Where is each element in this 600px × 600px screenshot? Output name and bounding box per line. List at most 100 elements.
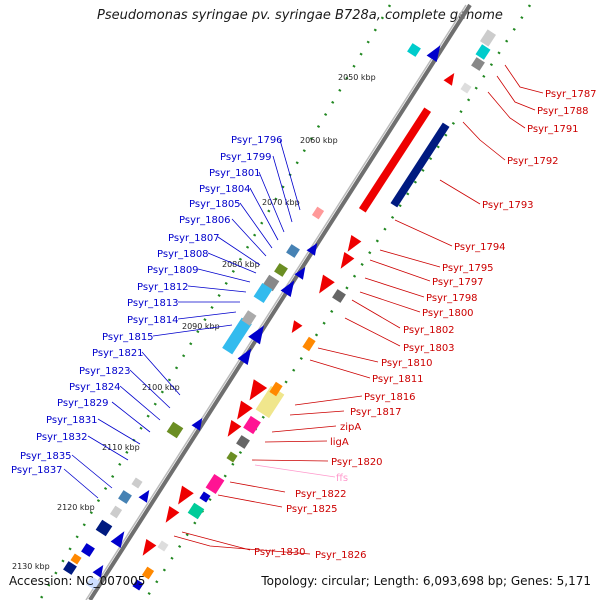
gene-label[interactable]: Psyr_1801	[209, 168, 261, 179]
gene-feature[interactable]	[86, 576, 100, 590]
gene-feature[interactable]	[138, 487, 154, 503]
gene-feature[interactable]	[199, 491, 211, 503]
gene-feature[interactable]	[471, 57, 485, 71]
gene-label[interactable]: Psyr_1797	[432, 277, 484, 288]
gene-feature[interactable]	[166, 421, 184, 439]
gene-feature[interactable]	[475, 44, 491, 60]
gene-feature[interactable]	[343, 235, 362, 255]
gene-label[interactable]: Psyr_1787	[545, 89, 597, 100]
gene-feature[interactable]	[131, 477, 143, 489]
gene-feature[interactable]	[302, 336, 316, 352]
gene-feature[interactable]	[313, 274, 335, 298]
gene-label[interactable]: Psyr_1811	[372, 374, 424, 385]
gene-label[interactable]: Psyr_1804	[199, 184, 251, 195]
gene-feature[interactable]	[138, 539, 157, 559]
gene-label[interactable]: Psyr_1802	[403, 325, 455, 336]
gene-label[interactable]: Psyr_1820	[331, 457, 383, 468]
gene-feature[interactable]	[70, 553, 82, 565]
gene-label[interactable]: Psyr_1807	[168, 233, 220, 244]
gene-feature[interactable]	[92, 562, 108, 578]
gene-label[interactable]: Psyr_1824	[69, 382, 121, 393]
gene-feature[interactable]	[95, 519, 113, 537]
gene-feature[interactable]	[109, 505, 123, 519]
gene-feature[interactable]	[390, 122, 450, 208]
gene-label[interactable]: zipA	[340, 422, 361, 433]
gene-feature[interactable]	[172, 485, 194, 509]
gene-feature[interactable]	[231, 400, 253, 424]
gene-feature[interactable]	[336, 252, 355, 272]
gene-label[interactable]: Psyr_1835	[20, 451, 72, 462]
gene-feature[interactable]	[460, 82, 472, 94]
gene-feature[interactable]	[280, 277, 300, 297]
gene-feature[interactable]	[286, 244, 300, 258]
gene-feature[interactable]	[226, 451, 238, 463]
gene-label[interactable]: Psyr_1823	[79, 366, 131, 377]
gene-feature[interactable]	[63, 561, 77, 575]
gene-feature[interactable]	[426, 42, 446, 62]
gene-feature[interactable]	[110, 528, 130, 548]
gene-feature[interactable]	[332, 289, 346, 303]
gene-label[interactable]: Psyr_1826	[315, 550, 367, 561]
gene-label[interactable]: Psyr_1788	[537, 106, 589, 117]
gene-label[interactable]: Psyr_1816	[364, 392, 416, 403]
gene-feature[interactable]	[479, 29, 497, 47]
gene-label[interactable]: Psyr_1831	[46, 415, 98, 426]
gene-label[interactable]: Psyr_1798	[426, 293, 478, 304]
gene-feature[interactable]	[248, 322, 270, 345]
gene-feature[interactable]	[269, 381, 283, 397]
gene-label[interactable]: Psyr_1814	[127, 315, 179, 326]
gene-feature[interactable]	[132, 579, 144, 591]
gene-label[interactable]: Psyr_1810	[381, 358, 433, 369]
gene-feature[interactable]	[118, 490, 132, 504]
gene-feature[interactable]	[236, 435, 250, 449]
gene-feature[interactable]	[205, 474, 225, 494]
gene-feature[interactable]	[311, 206, 325, 220]
gene-label[interactable]: Psyr_1793	[482, 200, 534, 211]
gene-feature[interactable]	[306, 240, 322, 256]
gene-label[interactable]: Psyr_1817	[350, 407, 402, 418]
gene-label[interactable]: Psyr_1813	[127, 298, 179, 309]
gene-label[interactable]: Psyr_1805	[189, 199, 241, 210]
gene-label[interactable]: Psyr_1832	[36, 432, 88, 443]
gene-feature[interactable]	[253, 283, 273, 303]
gene-feature[interactable]	[407, 43, 421, 57]
gene-label[interactable]: ligA	[330, 437, 349, 448]
gene-label[interactable]: Psyr_1794	[454, 242, 506, 253]
gene-feature[interactable]	[274, 263, 288, 277]
gene-label[interactable]: Psyr_1808	[157, 249, 209, 260]
gene-label[interactable]: Psyr_1822	[295, 489, 347, 500]
gene-feature[interactable]	[141, 566, 155, 580]
gene-label[interactable]: Psyr_1799	[220, 152, 272, 163]
gene-feature[interactable]	[288, 320, 303, 336]
gene-label[interactable]: Psyr_1803	[403, 343, 455, 354]
gene-label[interactable]: Psyr_1815	[102, 332, 154, 343]
gene-label[interactable]: Psyr_1792	[507, 156, 559, 167]
gene-label[interactable]: Psyr_1800	[422, 308, 474, 319]
gene-label[interactable]: Psyr_1795	[442, 263, 494, 274]
gene-label[interactable]: Psyr_1825	[286, 504, 338, 515]
gene-label[interactable]: Psyr_1821	[92, 348, 144, 359]
gene-feature[interactable]	[81, 543, 95, 557]
gene-feature[interactable]	[241, 310, 257, 326]
gene-label[interactable]: Psyr_1806	[179, 215, 231, 226]
gene-label[interactable]: ffs	[336, 473, 348, 484]
gene-label[interactable]: Psyr_1796	[231, 135, 283, 146]
gene-feature[interactable]	[237, 345, 257, 365]
gene-feature[interactable]	[161, 506, 180, 526]
gene-feature[interactable]	[157, 540, 169, 552]
gene-label[interactable]: Psyr_1830	[254, 547, 306, 558]
gene-feature[interactable]	[294, 264, 310, 280]
gene-feature[interactable]	[243, 379, 268, 404]
gene-label[interactable]: Psyr_1812	[137, 282, 189, 293]
gene-feature[interactable]	[358, 107, 432, 213]
gene-label[interactable]: Psyr_1829	[57, 398, 109, 409]
gene-feature[interactable]	[223, 420, 242, 440]
gene-label[interactable]: Psyr_1791	[527, 124, 579, 135]
gene-feature[interactable]	[243, 415, 261, 435]
gene-label[interactable]: Psyr_1837	[11, 465, 63, 476]
gene-feature[interactable]	[222, 317, 252, 355]
gene-feature[interactable]	[443, 70, 459, 86]
gene-feature[interactable]	[191, 415, 207, 431]
gene-feature[interactable]	[187, 502, 205, 520]
gene-label[interactable]: Psyr_1809	[147, 265, 199, 276]
